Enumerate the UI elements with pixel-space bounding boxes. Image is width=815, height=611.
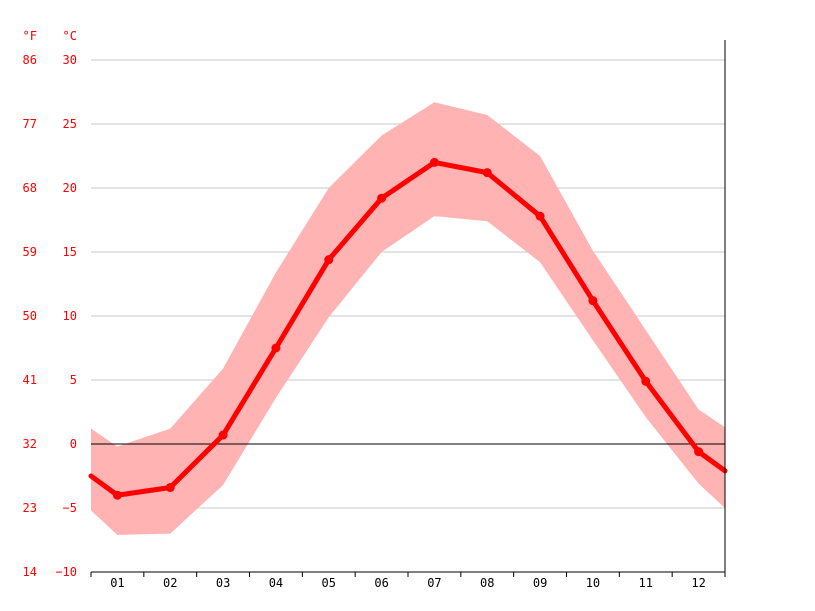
data-point bbox=[482, 168, 492, 178]
x-tick-label: 10 bbox=[586, 576, 600, 590]
y-tick-label-celsius: 20 bbox=[63, 181, 77, 195]
data-point bbox=[324, 255, 334, 265]
plot-area bbox=[88, 59, 728, 535]
data-point bbox=[429, 157, 439, 167]
y-tick-label-fahrenheit: 86 bbox=[23, 53, 37, 67]
x-axis-tick-labels: 01 02 03 04 05 06 07 08 09 10 11 12 bbox=[110, 576, 706, 590]
y-tick-label-fahrenheit: 59 bbox=[23, 245, 37, 259]
y-tick-label-fahrenheit: 14 bbox=[23, 565, 37, 579]
x-tick-label: 03 bbox=[216, 576, 230, 590]
x-tick-label: 08 bbox=[480, 576, 494, 590]
data-point bbox=[694, 447, 704, 457]
y-tick-label-fahrenheit: 32 bbox=[23, 437, 37, 451]
data-point bbox=[271, 343, 281, 353]
x-axis-ticks bbox=[90, 572, 726, 577]
x-tick-label: 01 bbox=[110, 576, 124, 590]
y-tick-label-fahrenheit: 23 bbox=[23, 501, 37, 515]
y-tick-label-celsius: −5 bbox=[63, 501, 77, 515]
data-point bbox=[218, 430, 228, 440]
x-tick-label: 12 bbox=[691, 576, 705, 590]
series-points bbox=[112, 157, 704, 500]
y-tick-label-celsius: 5 bbox=[70, 373, 77, 387]
y-tick-label-celsius: 10 bbox=[63, 309, 77, 323]
temperature-range-band bbox=[91, 102, 725, 535]
x-tick-label: 05 bbox=[322, 576, 336, 590]
fahrenheit-unit-label: °F bbox=[23, 29, 37, 43]
x-tick-label: 02 bbox=[163, 576, 177, 590]
data-point bbox=[641, 376, 651, 386]
y-tick-label-fahrenheit: 50 bbox=[23, 309, 37, 323]
y-tick-label-celsius: 0 bbox=[70, 437, 77, 451]
data-point bbox=[535, 211, 545, 221]
y-tick-label-celsius: 25 bbox=[63, 117, 77, 131]
x-tick-label: 09 bbox=[533, 576, 547, 590]
y-axis-tick-labels: 86 30 77 25 68 20 59 15 50 10 41 5 32 0 23 −5 14 −10 bbox=[23, 53, 77, 579]
x-tick-label: 06 bbox=[374, 576, 388, 590]
y-tick-label-celsius: −10 bbox=[55, 565, 77, 579]
data-point bbox=[588, 296, 598, 306]
y-tick-label-fahrenheit: 41 bbox=[23, 373, 37, 387]
series-line-temperature bbox=[88, 159, 728, 498]
data-point bbox=[112, 490, 122, 500]
y-tick-label-fahrenheit: 68 bbox=[23, 181, 37, 195]
x-tick-label: 07 bbox=[427, 576, 441, 590]
y-tick-label-celsius: 15 bbox=[63, 245, 77, 259]
x-tick-label: 04 bbox=[269, 576, 283, 590]
x-tick-label: 11 bbox=[639, 576, 653, 590]
y-tick-label-celsius: 30 bbox=[63, 53, 77, 67]
data-point bbox=[165, 483, 175, 493]
y-tick-label-fahrenheit: 77 bbox=[23, 117, 37, 131]
celsius-unit-label: °C bbox=[63, 29, 77, 43]
data-point bbox=[377, 193, 387, 203]
